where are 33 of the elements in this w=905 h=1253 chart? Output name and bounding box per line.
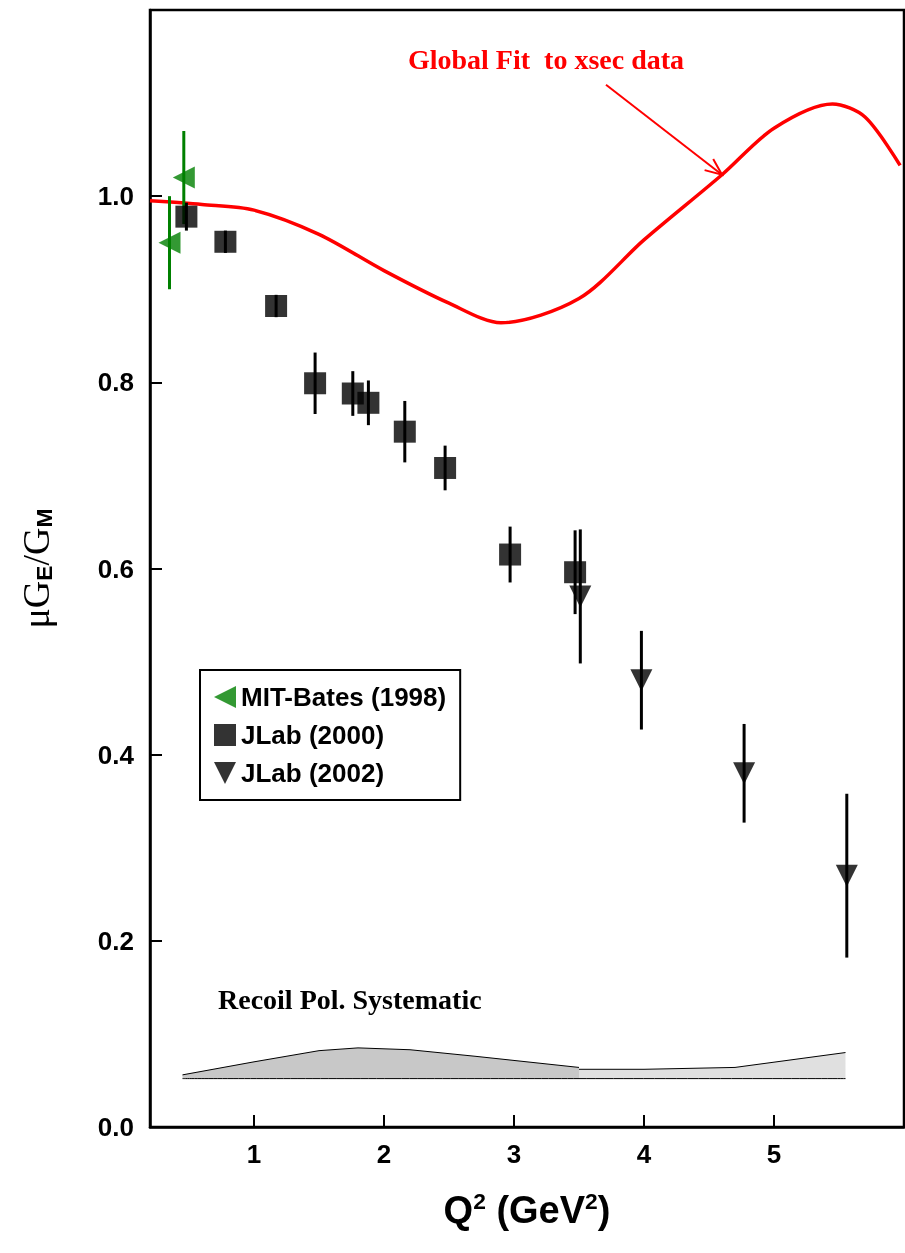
y-tick-label: 0.2 [97, 925, 134, 956]
point [214, 230, 237, 253]
point [172, 166, 195, 189]
point [733, 762, 756, 785]
point [158, 231, 181, 254]
y-tick-label: 0.0 [97, 1112, 134, 1142]
legend-label: MIT-Bates (1998) [241, 682, 447, 712]
annotation: Recoil Pol. Systematic [218, 983, 482, 1015]
point [835, 864, 858, 887]
point [564, 561, 587, 584]
x-tick-label: 5 [766, 1139, 782, 1169]
legend-label: JLab (2000) [241, 720, 385, 750]
x-tick-label: 4 [636, 1139, 652, 1169]
y-tick-label: 0.8 [97, 367, 134, 398]
point [569, 585, 592, 608]
point [175, 205, 198, 228]
point [265, 295, 288, 318]
y-axis-title: μGE/GM [14, 508, 57, 629]
x-tick-label: 2 [376, 1139, 392, 1169]
point [499, 543, 522, 566]
annotation: Global Fit to xsec data [407, 44, 685, 76]
y-tick-label: 0.6 [97, 553, 134, 584]
point [357, 391, 380, 414]
point [434, 456, 457, 479]
point [393, 420, 416, 443]
x-tick-label: 3 [506, 1139, 522, 1169]
x-tick-label: 1 [246, 1139, 262, 1169]
y-tick-label: 0.4 [97, 739, 135, 770]
y-tick-label: 1.0 [97, 181, 134, 212]
point [630, 669, 653, 692]
legend-label: JLab (2002) [241, 758, 385, 788]
line-series [148, 102, 902, 325]
point [304, 372, 327, 395]
